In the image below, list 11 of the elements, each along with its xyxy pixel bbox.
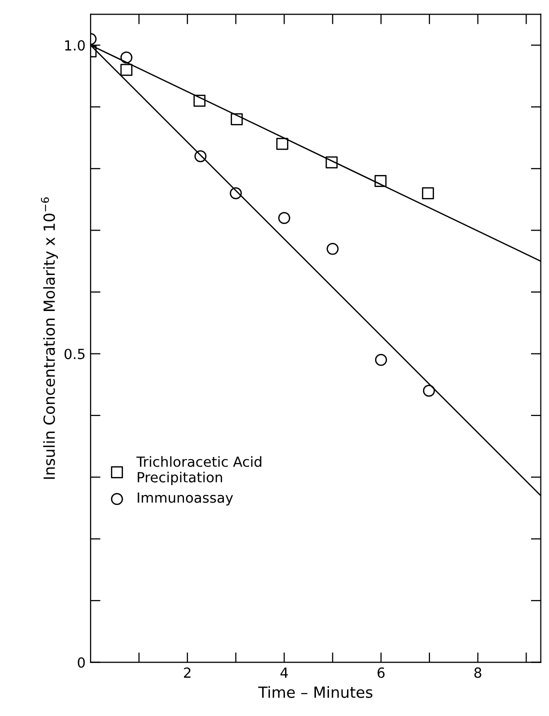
x-axis-title: Time – Minutes — [258, 686, 372, 698]
y-axis-title: Insulin Concentration Molarity x 10$^{−6}$ — [40, 197, 58, 479]
x-tick-label: 2 — [184, 667, 190, 678]
x-tick-label: 8 — [474, 667, 482, 678]
y-tick-label: 0 — [78, 657, 85, 668]
x-tick-label: 4 — [280, 668, 288, 678]
legend-label: Immunoassay — [138, 492, 233, 506]
legend-label: Trichloracetic Acid Precipitation — [136, 456, 262, 486]
y-tick-label: 0.5 — [64, 348, 85, 360]
y-tick-label: 1.0 — [65, 40, 85, 51]
x-tick-label: 6 — [378, 667, 385, 678]
